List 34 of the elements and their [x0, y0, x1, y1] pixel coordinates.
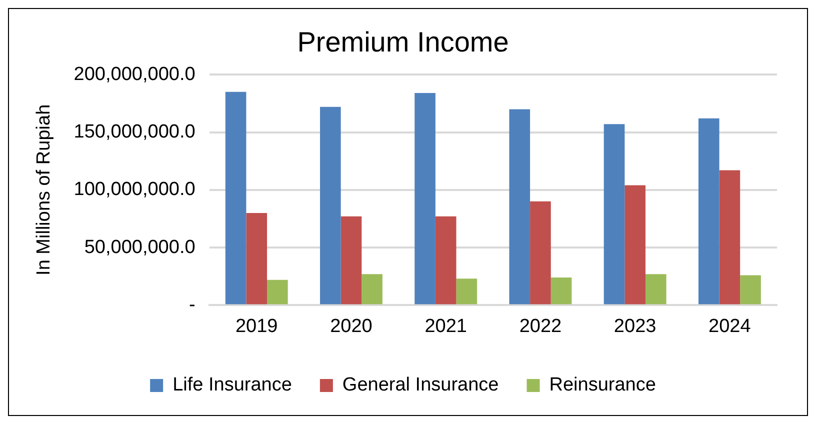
bar: [550, 278, 572, 304]
x-tick-label: 2019: [235, 316, 278, 337]
bar: [435, 216, 456, 304]
bar: [414, 93, 436, 304]
bar: [340, 216, 362, 304]
bar: [740, 275, 761, 304]
bar: [267, 280, 288, 304]
x-tick-label: 2024: [708, 316, 752, 337]
y-axis-title: In Millions of Rupiah: [34, 104, 55, 276]
bar: [698, 118, 720, 304]
legend-label: Life Insurance: [172, 374, 292, 396]
y-tick-label: 100,000,000.0: [74, 179, 196, 200]
x-tick-label: 2020: [330, 316, 372, 337]
y-tick-label: -: [188, 294, 196, 316]
legend-label: General Insurance: [342, 374, 499, 396]
bar: [456, 278, 478, 304]
x-tick-label: 2021: [424, 316, 467, 337]
y-tick-label: 150,000,000.0: [74, 121, 196, 142]
bar: [362, 274, 382, 304]
chart-title: Premium Income: [297, 26, 509, 58]
bar: [320, 106, 341, 304]
bar: [624, 185, 646, 304]
bar: [530, 201, 551, 304]
bar: [509, 109, 530, 304]
bar: [645, 274, 666, 304]
bar: [246, 212, 268, 304]
bar: [225, 92, 246, 304]
y-tick-label: 200,000,000.0: [74, 64, 196, 85]
bar: [719, 170, 740, 304]
legend-label: Reinsurance: [549, 374, 656, 396]
x-tick-label: 2022: [519, 316, 562, 337]
bar: [604, 124, 625, 304]
x-tick-label: 2023: [614, 316, 656, 337]
y-tick-label: 50,000,000.0: [84, 236, 196, 258]
